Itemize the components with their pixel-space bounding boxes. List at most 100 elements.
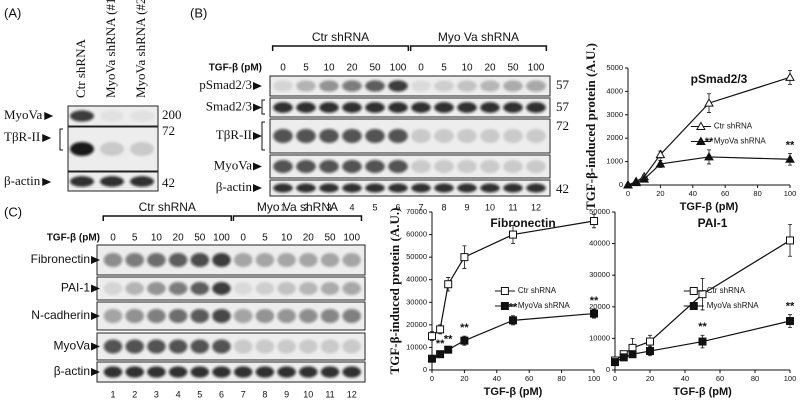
x-axis-label: TGF-β (pM) (484, 386, 543, 398)
lane-number: 2 (303, 202, 308, 212)
panel-label: (C) (4, 204, 22, 219)
dose-label: 50 (369, 63, 381, 74)
mw-marker: 57 (556, 99, 570, 114)
y-tick-label: 50000 (406, 252, 427, 261)
arrow-marker (253, 82, 262, 90)
arrow-marker (253, 103, 262, 112)
point (500, 302, 509, 310)
band (277, 253, 296, 267)
band (255, 366, 275, 378)
band (342, 129, 362, 143)
panel-label: (B) (190, 5, 207, 20)
row-label: PAI-1 (61, 281, 90, 295)
point (509, 230, 517, 239)
legend-label: Ctr shRNA (714, 122, 753, 131)
y-tick-label: 30000 (589, 270, 610, 279)
band (503, 160, 523, 173)
x-tick-label: 100 (588, 374, 601, 383)
band (233, 282, 253, 295)
group-label: Ctr shRNA (312, 30, 369, 44)
band (273, 129, 293, 143)
bracket (261, 99, 265, 115)
band (296, 80, 316, 92)
y-tick-label: 40000 (406, 275, 427, 284)
band (168, 339, 188, 354)
x-tick-label: 0 (626, 189, 630, 198)
band (365, 160, 385, 173)
y-tick-label: 4000 (606, 86, 623, 95)
dose-label: 5 (262, 233, 268, 244)
point (785, 72, 795, 81)
arrow-marker (91, 342, 100, 351)
band (255, 339, 275, 354)
lane-number: 2 (132, 389, 137, 399)
band (212, 339, 231, 354)
x-tick-label: 20 (656, 189, 664, 198)
lane-number: 3 (154, 389, 159, 399)
dose-label: 5 (441, 63, 447, 74)
point (689, 287, 698, 295)
lane-number: 4 (176, 389, 181, 399)
lane-number: 6 (219, 389, 224, 399)
band (388, 80, 408, 92)
band (233, 309, 253, 323)
band (299, 309, 318, 323)
x-tick-label: 40 (681, 374, 689, 383)
group-bracket (102, 215, 233, 221)
lane-number: 8 (262, 389, 267, 399)
band (100, 176, 124, 187)
lane-number: 1 (110, 389, 115, 399)
dose-label: 5 (132, 233, 138, 244)
bands (273, 129, 546, 143)
point (639, 174, 650, 183)
band (70, 176, 94, 187)
point (785, 154, 795, 163)
annotation: ** (460, 322, 469, 334)
band (70, 142, 94, 156)
dose-label: 20 (484, 63, 496, 74)
point (611, 358, 619, 367)
treatment-label: TGF-β (pM) (47, 233, 100, 244)
band (296, 183, 316, 193)
lane-number: 11 (508, 202, 517, 212)
band (125, 309, 144, 323)
band (411, 129, 431, 143)
band (212, 366, 231, 378)
band (296, 160, 316, 173)
y-tick-label: 0 (619, 180, 623, 189)
point (628, 350, 637, 359)
y-tick-label: 50000 (589, 207, 610, 216)
arrow-marker (91, 312, 100, 320)
lane-number: 5 (372, 202, 377, 212)
band (130, 176, 154, 187)
lane-number: 12 (531, 202, 541, 212)
band (103, 282, 123, 295)
band (319, 183, 339, 193)
band (255, 282, 275, 295)
band (503, 129, 523, 143)
lane-label: MyoVa shRNA (#2) (133, 0, 148, 98)
bands (103, 366, 361, 378)
group-bracket (271, 45, 410, 51)
blot (269, 179, 551, 197)
band (147, 309, 166, 323)
x-tick-label: 60 (716, 374, 724, 383)
bracket (59, 128, 63, 151)
dose-label: 10 (323, 63, 335, 74)
band (255, 309, 275, 323)
dose-label: 20 (173, 233, 185, 244)
band (365, 80, 385, 92)
point (436, 350, 445, 359)
lane-number: 9 (464, 202, 469, 212)
band (503, 102, 523, 113)
band (277, 309, 296, 323)
band (342, 102, 362, 113)
group-label: Myo Va shRNA (257, 200, 338, 214)
point (590, 309, 598, 318)
row-label: TβR-II (216, 127, 252, 142)
band (103, 253, 123, 267)
band (277, 339, 296, 354)
row-label: β-actin (216, 179, 253, 194)
y-tick-label: 20000 (406, 320, 427, 329)
